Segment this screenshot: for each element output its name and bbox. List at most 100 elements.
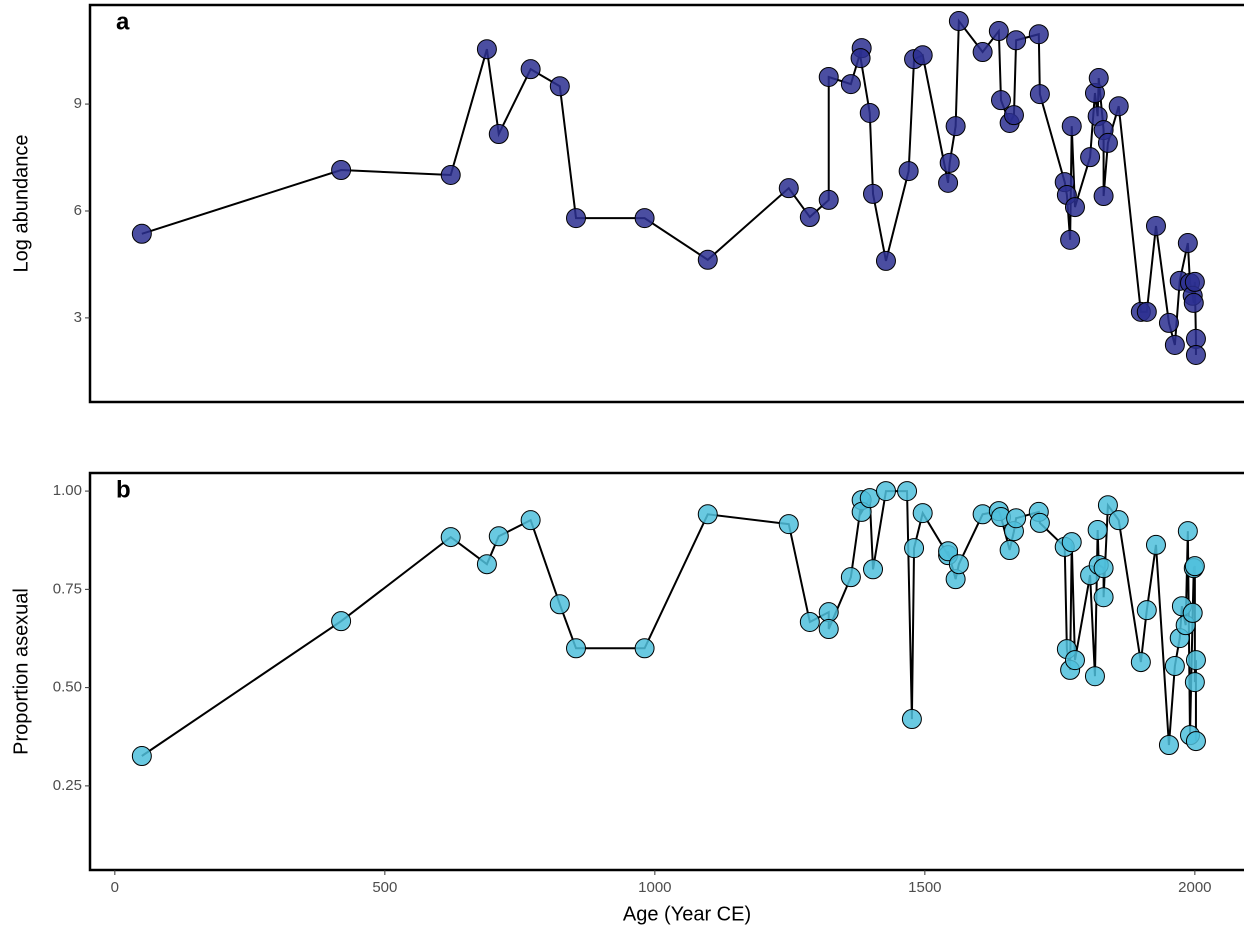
y-tick-label: 3 [74, 309, 82, 326]
point [938, 172, 959, 193]
series-line [141, 18, 1197, 355]
y-axis-label: Log abundance [10, 135, 32, 273]
point [1184, 271, 1205, 292]
point [1185, 650, 1206, 671]
point [131, 746, 152, 767]
point [1097, 132, 1118, 153]
point [520, 59, 541, 80]
point [1061, 532, 1082, 553]
point [520, 510, 541, 531]
point [1029, 84, 1050, 105]
point [331, 611, 352, 632]
point [1093, 186, 1114, 207]
point [1029, 512, 1050, 533]
point [818, 189, 839, 210]
point [948, 11, 969, 32]
point [904, 538, 925, 559]
point [331, 160, 352, 181]
y-axis-label: Proportion asexual [10, 588, 32, 755]
y-tick-label: 9 [74, 95, 82, 112]
panel-border [88, 3, 1244, 404]
x-axis-label: Age (Year CE) [623, 903, 751, 925]
y-tick-label: 0.75 [53, 580, 82, 597]
point [1177, 521, 1198, 542]
point [818, 602, 839, 623]
point [1080, 147, 1101, 168]
x-tick-label: 1000 [638, 879, 671, 896]
panel-label: b [116, 476, 131, 503]
point [1184, 556, 1205, 577]
point [901, 709, 922, 730]
point [799, 207, 820, 228]
panel-label: a [116, 8, 130, 35]
point [840, 74, 861, 95]
point [1130, 652, 1151, 673]
x-tick-label: 2000 [1178, 879, 1211, 896]
point [488, 526, 509, 547]
point [912, 45, 933, 66]
point [697, 504, 718, 525]
point [634, 638, 655, 659]
point [440, 527, 461, 548]
point [440, 164, 461, 185]
point [1061, 116, 1082, 137]
point [1028, 24, 1049, 45]
point [1184, 672, 1205, 693]
point [488, 124, 509, 145]
point [999, 540, 1020, 561]
point [634, 208, 655, 229]
y-tick-label: 1.00 [53, 482, 82, 499]
point [1185, 731, 1206, 752]
point [948, 554, 969, 575]
point [939, 152, 960, 173]
y-tick-label: 0.25 [53, 777, 82, 794]
point [476, 39, 497, 60]
point [549, 76, 570, 97]
y-tick-label: 0.50 [53, 679, 82, 696]
point [566, 208, 587, 229]
point [1064, 197, 1085, 218]
point [875, 481, 896, 502]
point [840, 567, 861, 588]
point [875, 250, 896, 271]
point [1060, 229, 1081, 250]
point [1064, 650, 1085, 671]
point [1185, 344, 1206, 365]
point [898, 161, 919, 182]
point [818, 66, 839, 87]
point [1084, 666, 1105, 687]
point [1145, 215, 1166, 236]
point [859, 102, 880, 123]
point [1093, 587, 1114, 608]
point [945, 116, 966, 137]
point [990, 90, 1011, 111]
point [1136, 301, 1157, 322]
point [1177, 233, 1198, 254]
point [566, 638, 587, 659]
point [1164, 655, 1185, 676]
point [1164, 334, 1185, 355]
point [697, 249, 718, 270]
point [1006, 508, 1027, 529]
point [972, 504, 993, 525]
point [1006, 30, 1027, 51]
x-tick-label: 1500 [908, 879, 941, 896]
y-tick-label: 6 [74, 202, 82, 219]
point [1093, 558, 1114, 579]
point [988, 21, 1009, 42]
point [476, 554, 497, 575]
point [549, 594, 570, 615]
point [863, 183, 884, 204]
point [1088, 68, 1109, 89]
point [1183, 292, 1204, 313]
point [1145, 534, 1166, 555]
point [131, 223, 152, 244]
point [1136, 600, 1157, 621]
point [1087, 519, 1108, 540]
x-tick-label: 0 [111, 879, 119, 896]
point [1108, 96, 1129, 117]
point [818, 619, 839, 640]
point [863, 559, 884, 580]
point [1108, 510, 1129, 531]
